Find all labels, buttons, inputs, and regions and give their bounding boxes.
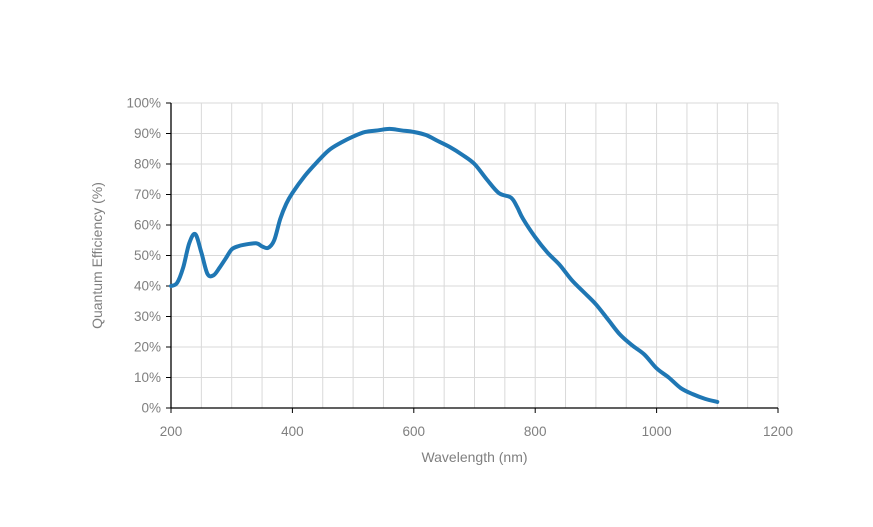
x-axis-title: Wavelength (nm) bbox=[421, 449, 527, 465]
axes bbox=[166, 102, 779, 413]
y-tick-label: 20% bbox=[134, 340, 161, 355]
y-tick-label: 10% bbox=[134, 370, 161, 385]
series bbox=[169, 126, 720, 404]
y-tick-label: 80% bbox=[134, 157, 161, 172]
y-tick-label: 60% bbox=[134, 218, 161, 233]
x-tick-label: 800 bbox=[524, 424, 547, 439]
y-tick-label: 40% bbox=[134, 279, 161, 294]
y-tick-label: 50% bbox=[134, 248, 161, 263]
y-tick-label: 70% bbox=[134, 187, 161, 202]
x-tick-label: 400 bbox=[281, 424, 304, 439]
x-tick-label: 1000 bbox=[642, 424, 672, 439]
x-tick-labels: 200 400 600 800 1000 1200 bbox=[160, 424, 793, 439]
series-line bbox=[169, 126, 720, 404]
y-tick-label: 30% bbox=[134, 309, 161, 324]
y-tick-labels: 0% 10% 20% 30% 40% 50% 60% 70% 80% 90% 100% bbox=[126, 96, 161, 416]
x-tick-label: 200 bbox=[160, 424, 183, 439]
y-tick-label: 0% bbox=[141, 401, 161, 416]
y-tick-label: 90% bbox=[134, 126, 161, 141]
y-axis-title: Quantum Efficiency (%) bbox=[89, 182, 105, 329]
x-tick-label: 600 bbox=[403, 424, 426, 439]
y-tick-label: 100% bbox=[126, 96, 161, 111]
grid bbox=[171, 102, 779, 408]
x-tick-label: 1200 bbox=[763, 424, 793, 439]
